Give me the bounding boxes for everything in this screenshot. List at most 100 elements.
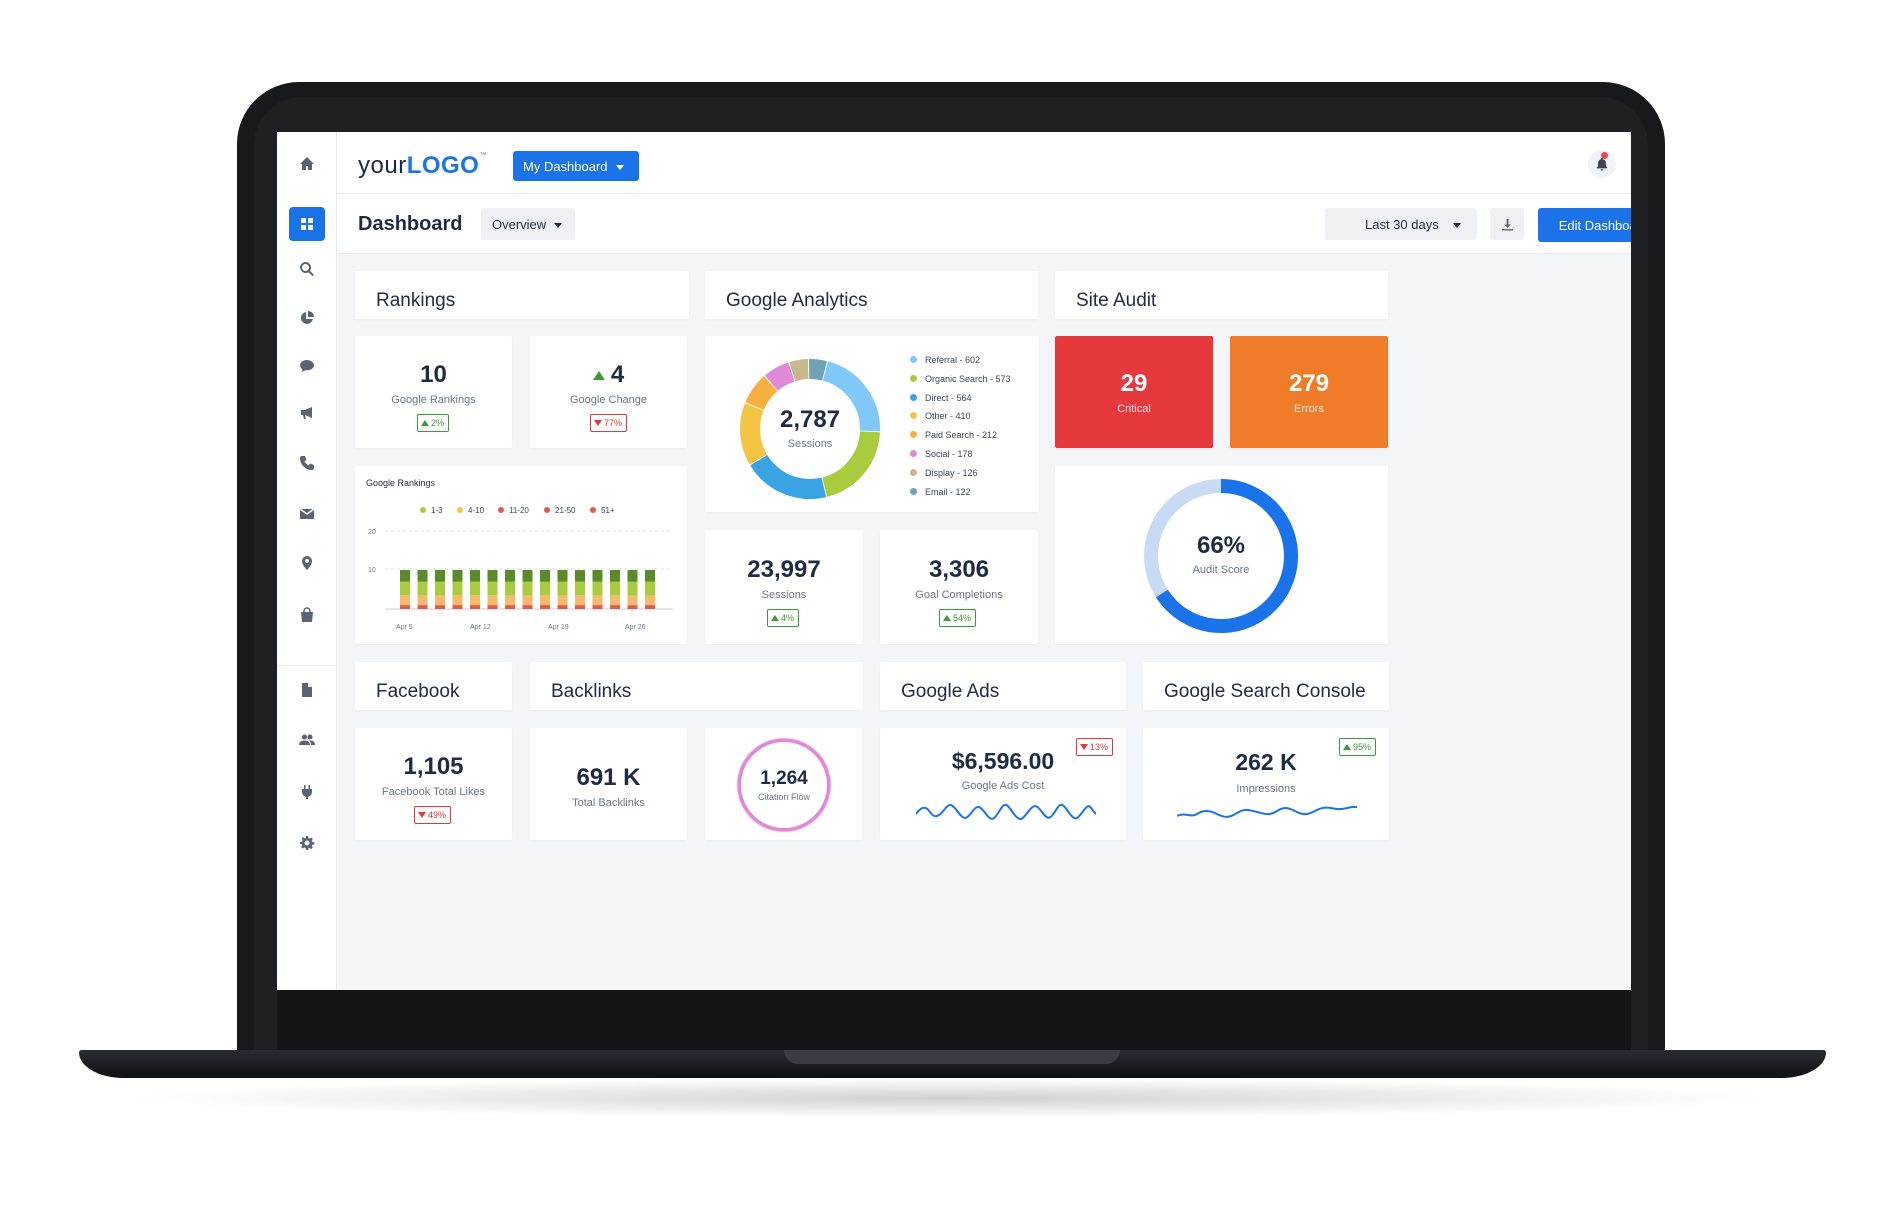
legend-swatch <box>910 374 917 382</box>
legend-swatch <box>910 450 917 457</box>
total-backlinks-card[interactable]: 691 K Total Backlinks <box>530 728 687 840</box>
section-title: Site Audit <box>1076 290 1157 311</box>
megaphone-icon[interactable] <box>295 401 319 425</box>
kpi-label: Critical <box>1117 403 1151 415</box>
kpi-label: Google Ads Cost <box>961 780 1045 792</box>
bar-segment <box>452 595 463 606</box>
edit-dashboard-button[interactable]: Edit Dashboard <box>1538 208 1631 242</box>
kpi-label: Google Rankings <box>391 394 476 406</box>
laptop-shadow <box>120 1078 1780 1118</box>
legend-label: 21-50 <box>555 506 576 515</box>
download-button[interactable] <box>1490 208 1524 240</box>
legend-label: 51+ <box>601 506 615 515</box>
bar-segment <box>540 581 550 596</box>
bar-segment <box>452 570 463 582</box>
laptop-chin <box>277 990 1631 1052</box>
change-badge: 54% <box>939 609 977 627</box>
arrow-up-icon <box>1343 744 1351 750</box>
legend-item: Social - 178 <box>910 449 973 459</box>
notification-dot <box>1601 152 1608 159</box>
x-tick-label: Apr 26 <box>625 624 646 631</box>
bar-segment <box>505 581 515 596</box>
ring-outline <box>736 737 832 833</box>
bar-segment <box>417 570 428 582</box>
mail-icon[interactable] <box>295 502 319 526</box>
shopping-bag-icon[interactable] <box>295 603 319 627</box>
dashboard-menu-button[interactable]: My Dashboard <box>513 151 639 181</box>
critical-issues-card[interactable]: 29 Critical <box>1055 336 1213 448</box>
ring-progress <box>1155 479 1298 633</box>
donut-segment <box>822 361 880 432</box>
change-badge: 77% <box>590 414 628 432</box>
bar-segment <box>417 605 428 609</box>
audit-score-label: Audit Score <box>1192 564 1250 576</box>
bar-segment <box>575 570 585 582</box>
kpi-label: Goal Completions <box>915 589 1003 601</box>
donut-segment <box>740 403 768 465</box>
audit-score-card: 66% Audit Score <box>1055 466 1388 644</box>
legend-label: Other - 410 <box>925 411 971 422</box>
google-change-card[interactable]: 4 Google Change 77% <box>530 336 687 448</box>
bar-segment <box>592 605 603 609</box>
facebook-likes-card[interactable]: 1,105 Facebook Total Likes 49% <box>355 728 512 840</box>
kpi-value: 279 <box>1288 370 1330 397</box>
brand-logo[interactable]: yourLOGO™ <box>358 152 487 179</box>
bar-segment <box>575 605 585 609</box>
phone-icon[interactable] <box>295 451 319 475</box>
donut-segment <box>808 359 827 381</box>
pie-chart-icon[interactable] <box>295 306 319 330</box>
kpi-label: Errors <box>1294 403 1324 415</box>
plug-icon[interactable] <box>295 780 319 804</box>
bar-segment <box>400 605 410 609</box>
location-pin-icon[interactable] <box>295 551 319 575</box>
donut-segment <box>750 454 827 499</box>
bar-segment <box>470 570 480 582</box>
google-ads-cost-card[interactable]: $6,596.00 Google Ads Cost 13% <box>880 728 1126 840</box>
bar-segment <box>470 605 480 609</box>
bar-segment <box>435 605 445 609</box>
citation-flow-ring <box>736 737 832 833</box>
legend-swatch <box>420 507 426 513</box>
legend-label: Direct - 564 <box>925 392 972 403</box>
errors-card[interactable]: 279 Errors <box>1230 336 1388 448</box>
kpi-value: $6,596.00 <box>951 748 1055 774</box>
users-icon[interactable] <box>295 728 319 752</box>
kpi-label: Sessions <box>761 589 807 601</box>
bar-segment <box>522 581 533 596</box>
date-range-label: Last 30 days <box>1365 217 1439 232</box>
bar-group <box>400 570 655 609</box>
document-icon[interactable] <box>295 678 319 702</box>
date-range-select[interactable]: Last 30 days <box>1325 208 1477 240</box>
google-rankings-chart: Google Rankings 1-3 4-10 11-20 21-50 51+ 20 … <box>366 478 673 631</box>
dashboard-icon[interactable] <box>289 207 325 241</box>
gear-icon[interactable] <box>295 831 319 855</box>
bar-segment <box>575 581 585 596</box>
search-icon[interactable] <box>295 257 319 281</box>
y-tick-label: 20 <box>368 529 376 536</box>
citation-flow-label: Citation Flow <box>757 792 811 802</box>
home-icon[interactable] <box>295 152 319 176</box>
arrow-up-icon <box>771 615 779 621</box>
bar-segment <box>487 570 498 582</box>
section-title: Google Ads <box>901 681 1000 702</box>
bar-segment <box>592 595 603 606</box>
legend-label: Paid Search - 212 <box>925 430 998 441</box>
chat-icon[interactable] <box>295 354 319 378</box>
bar-segment <box>505 570 515 582</box>
sessions-card[interactable]: 23,997 Sessions 4% <box>705 530 863 644</box>
kpi-value: 691 K <box>576 764 641 791</box>
legend-swatch <box>457 507 463 513</box>
bar-segment <box>470 595 480 606</box>
view-select[interactable]: Overview <box>481 208 575 240</box>
bar-segment <box>522 595 533 606</box>
top-bar: yourLOGO™ My Dashboard <box>337 132 1631 194</box>
legend-label: 11-20 <box>509 506 529 515</box>
impressions-card[interactable]: 262 K Impressions 95% <box>1143 728 1389 840</box>
google-ads-section-header: Google Ads <box>880 662 1126 710</box>
legend-label: Referral - 602 <box>925 355 981 365</box>
google-rankings-card[interactable]: 10 Google Rankings 2% <box>355 336 512 448</box>
section-title: Backlinks <box>551 681 632 702</box>
bar-segment <box>610 595 620 606</box>
citation-flow-card[interactable]: 1,264 Citation Flow <box>705 728 862 840</box>
goal-completions-card[interactable]: 3,306 Goal Completions 54% <box>880 530 1038 644</box>
